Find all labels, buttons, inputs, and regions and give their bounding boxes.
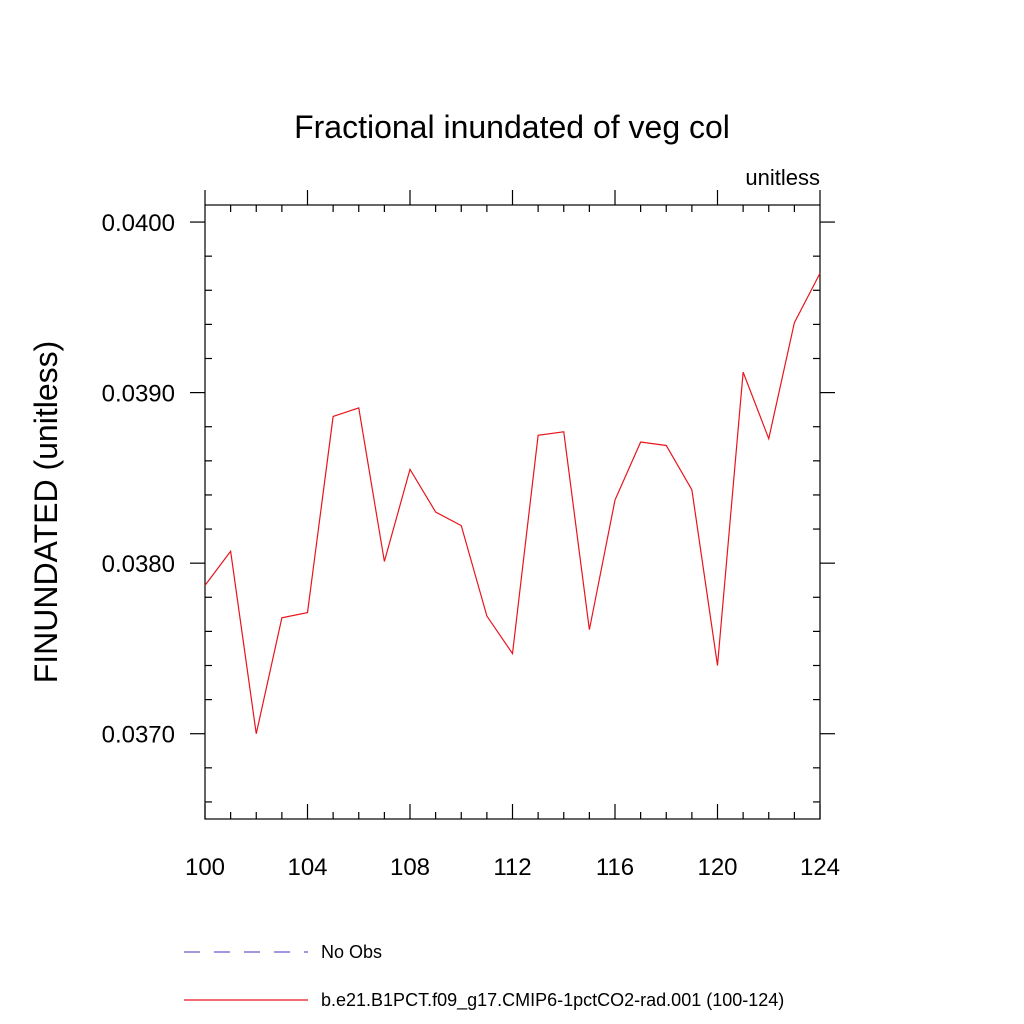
series-layer: [204, 272, 821, 734]
axis-ticks: [190, 190, 835, 819]
legend-label: No Obs: [321, 942, 382, 962]
axis-tick-labels: 100 104 108 112 116 120 124 0.0370 0.0380 0.0390 0…: [102, 210, 840, 881]
y-tick-label: 0.0380: [102, 551, 175, 578]
y-axis-label: FINUNDATED (unitless): [28, 341, 64, 684]
chart-title: Fractional inundated of veg col: [294, 109, 730, 145]
x-tick-label: 100: [185, 854, 225, 881]
units-label: unitless: [745, 165, 820, 190]
y-tick-label: 0.0390: [102, 381, 175, 408]
x-tick-label: 124: [800, 854, 840, 881]
plot-frame: [204, 204, 821, 820]
series-line: [204, 272, 821, 734]
x-tick-label: 104: [287, 854, 327, 881]
x-tick-label: 120: [697, 854, 737, 881]
y-tick-label: 0.0400: [102, 210, 175, 237]
legend-label: b.e21.B1PCT.f09_g17.CMIP6-1pctCO2-rad.00…: [321, 990, 784, 1011]
legend: No Obs b.e21.B1PCT.f09_g17.CMIP6-1pctCO2-…: [184, 942, 784, 1011]
x-tick-label: 108: [390, 854, 430, 881]
x-tick-label: 112: [493, 854, 531, 881]
x-tick-label: 116: [596, 854, 634, 881]
y-tick-label: 0.0370: [102, 722, 175, 749]
